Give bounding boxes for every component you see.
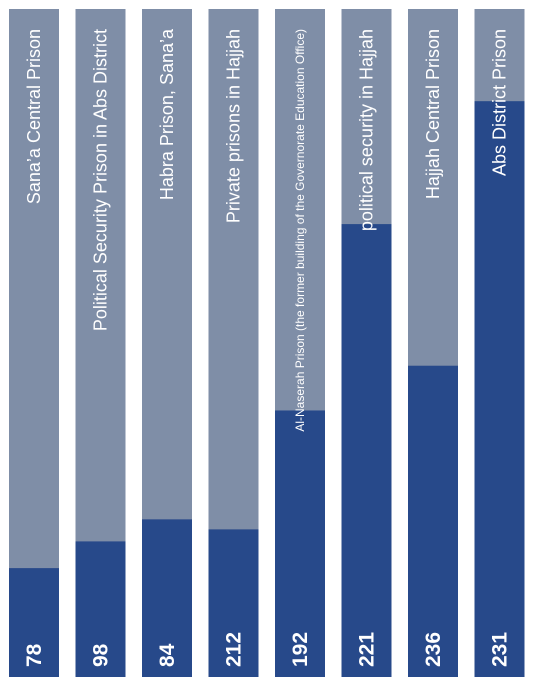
bar-fill: [341, 224, 392, 677]
value-label: 212: [223, 632, 246, 667]
bar-group-7: Hajjah Central Prison 236: [408, 9, 458, 677]
bar-fill: [208, 529, 259, 677]
bar-track: [9, 9, 59, 677]
bar-fill: [408, 365, 458, 677]
category-label: Abs District Prison: [490, 29, 510, 176]
value-label: 98: [90, 643, 113, 667]
category-label: Political Security Prison in Abs Distric…: [91, 29, 111, 331]
category-label: Habra Prison, Sana’a: [157, 28, 177, 200]
bar-fill: [9, 568, 59, 677]
bar-fill: [75, 541, 126, 677]
bar-group-1: Sana’a Central Prison 78: [9, 9, 59, 677]
value-label: 236: [422, 632, 445, 667]
bar-fill: [275, 410, 325, 677]
bar-group-8: Abs District Prison 231: [474, 9, 525, 677]
category-label: Sana’a Central Prison: [24, 29, 44, 204]
bar-group-4: Private prisons in Hajjah 212: [208, 9, 259, 677]
category-label: political security in Hajjah: [357, 29, 377, 231]
bar-fill: [474, 101, 525, 677]
value-label: 221: [356, 632, 379, 667]
bar-group-6: political security in Hajjah 221: [341, 9, 392, 677]
bar-fill: [142, 519, 192, 677]
value-label: 78: [23, 643, 46, 667]
category-label: Al-Naserah Prison (the former building o…: [293, 29, 307, 432]
bar-group-2: Political Security Prison in Abs Distric…: [75, 9, 126, 677]
category-label: Private prisons in Hajjah: [224, 29, 244, 223]
bar-group-3: Habra Prison, Sana’a 84: [142, 9, 192, 677]
value-label: 192: [289, 632, 312, 667]
value-label: 231: [489, 632, 512, 667]
bar-group-5: Al-Naserah Prison (the former building o…: [275, 9, 325, 677]
category-label: Hajjah Central Prison: [423, 29, 443, 199]
value-label: 84: [156, 643, 179, 667]
